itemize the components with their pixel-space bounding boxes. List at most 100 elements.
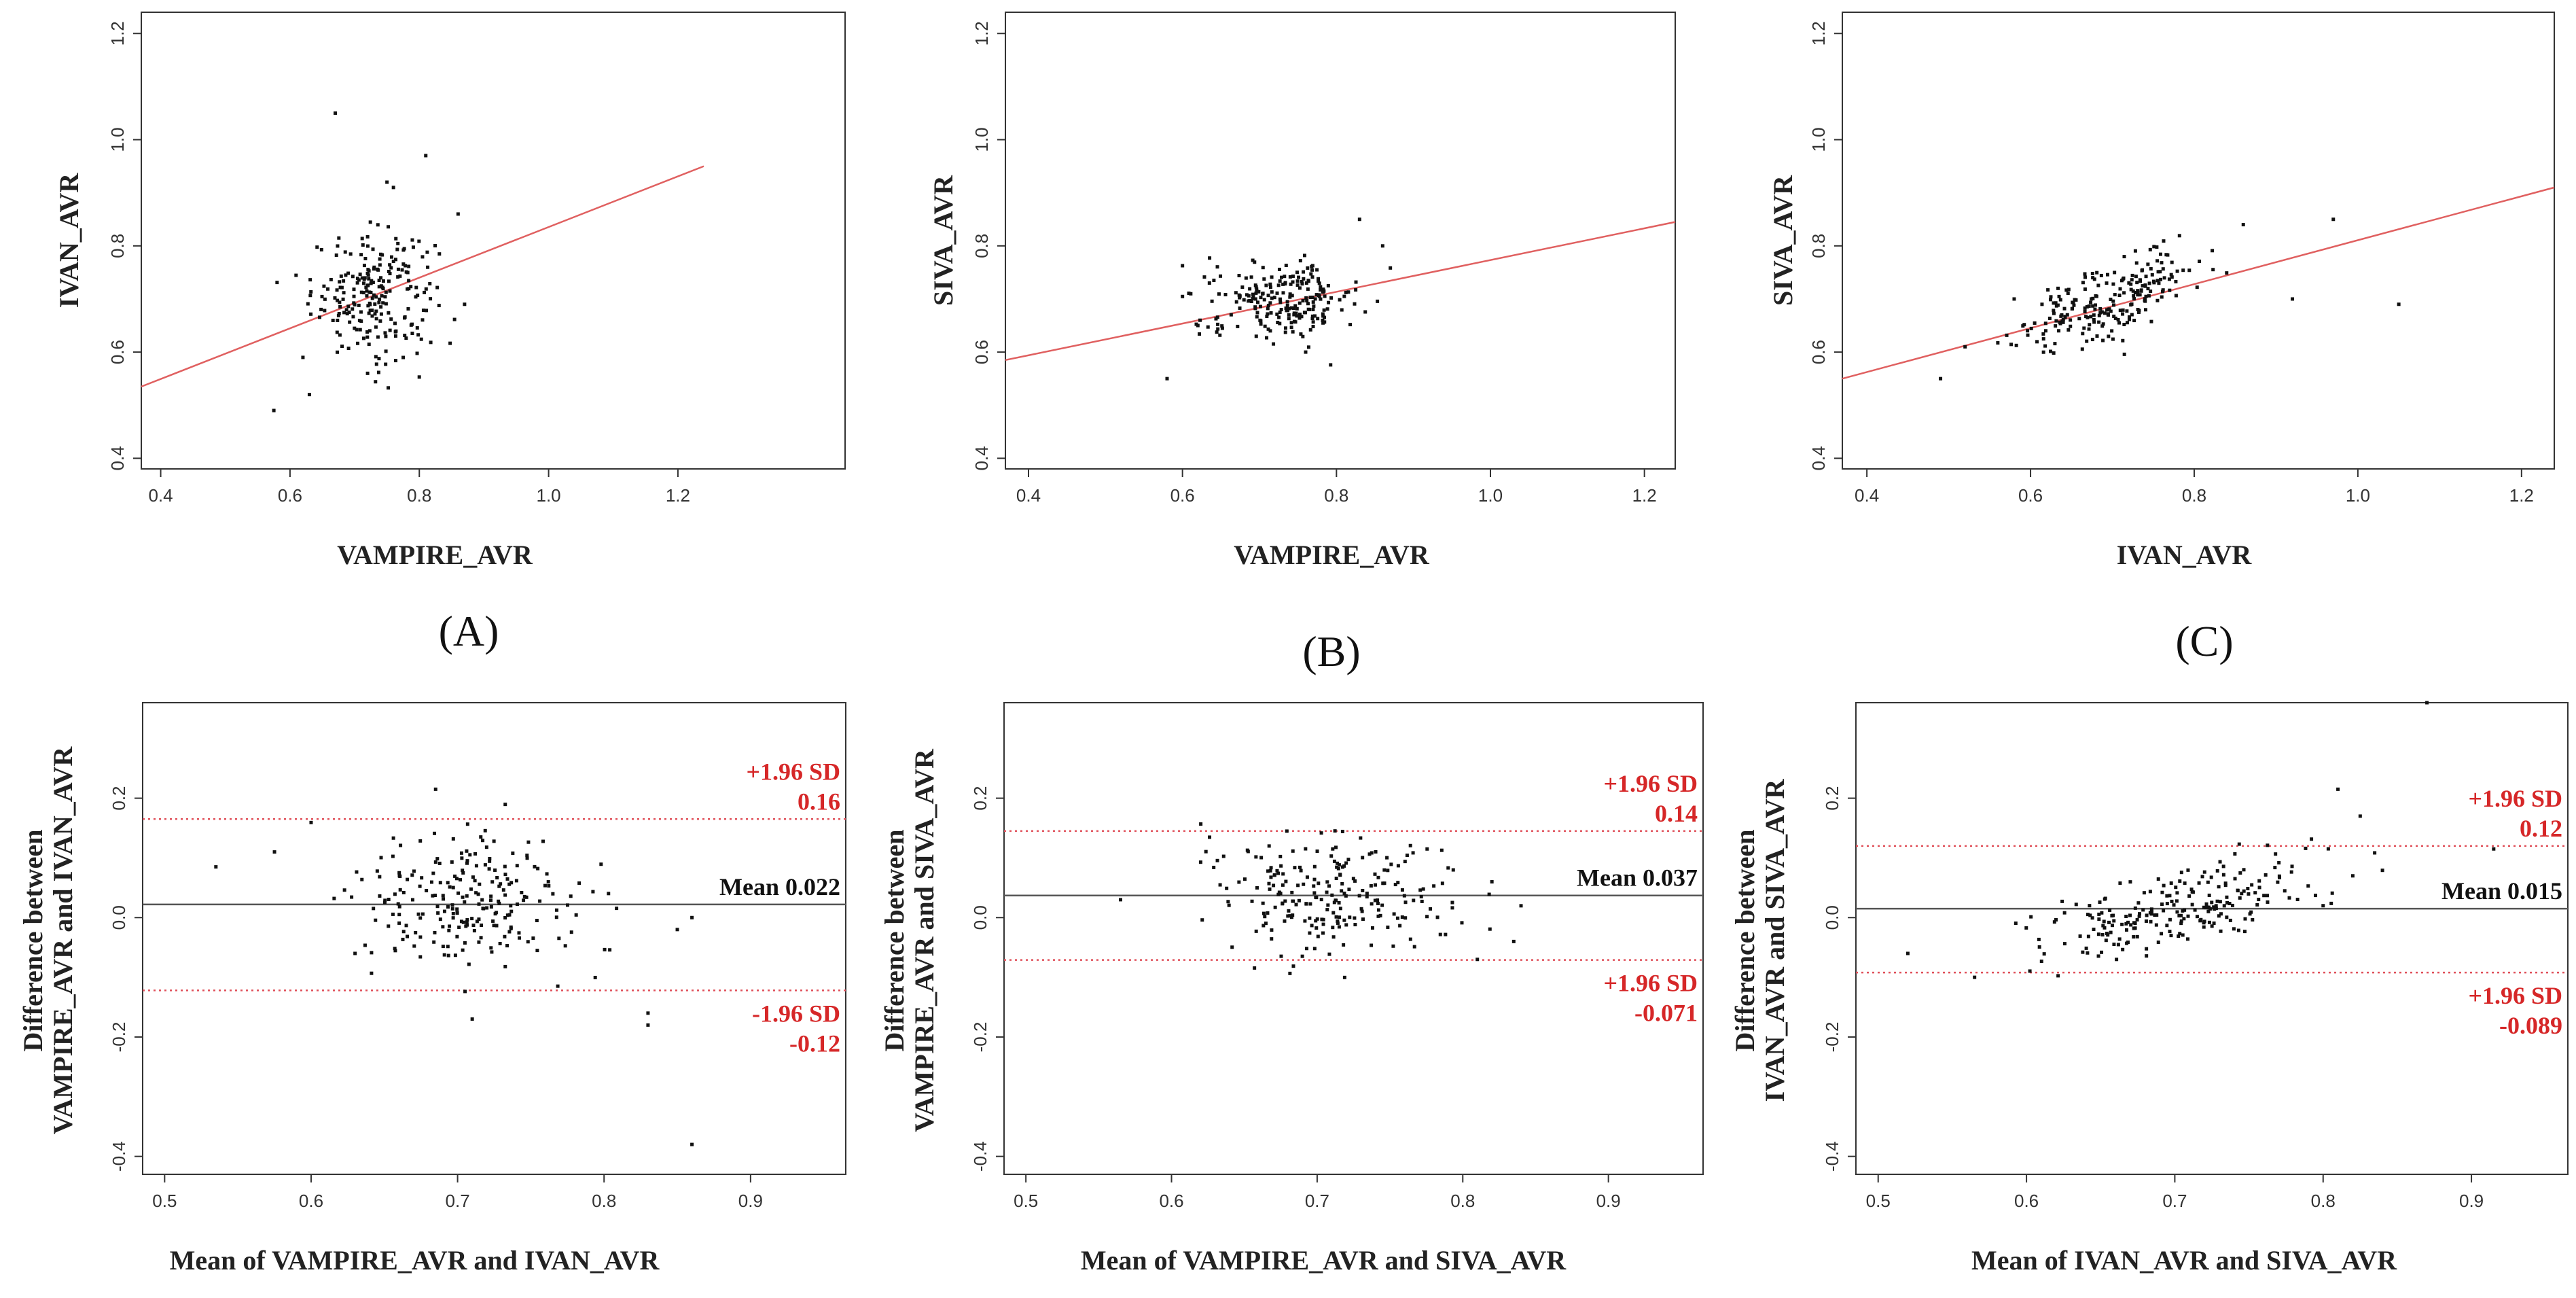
data-point xyxy=(353,326,357,330)
data-point xyxy=(441,945,445,949)
data-point xyxy=(497,899,501,903)
data-point xyxy=(365,271,370,275)
data-point xyxy=(2033,321,2037,325)
data-point xyxy=(477,902,481,906)
data-point xyxy=(520,890,524,894)
data-point xyxy=(447,928,451,932)
data-point xyxy=(380,253,384,257)
data-point xyxy=(370,296,374,300)
data-point xyxy=(384,362,388,366)
data-point xyxy=(2212,921,2216,925)
data-point xyxy=(2257,898,2261,902)
data-point xyxy=(1304,296,1308,300)
data-point xyxy=(352,287,356,292)
data-point xyxy=(2067,287,2071,292)
data-point xyxy=(375,869,379,873)
data-point xyxy=(1283,330,1287,334)
data-point xyxy=(2132,294,2136,298)
data-point xyxy=(1119,898,1122,902)
data-point xyxy=(1380,244,1384,248)
data-point xyxy=(2129,303,2133,307)
y-axis: 0.4 0.6 0.8 1.0 1.2 xyxy=(1808,21,1842,470)
data-point xyxy=(2092,277,2096,281)
data-point xyxy=(1266,312,1270,316)
data-point xyxy=(2092,320,2096,324)
data-point xyxy=(406,934,410,939)
data-point xyxy=(1316,317,1320,321)
data-point xyxy=(477,917,481,922)
data-point xyxy=(2037,937,2041,941)
data-point xyxy=(1277,315,1281,319)
y-axis-label: Difference between VAMPIRE_AVR and SIVA_… xyxy=(879,748,940,1132)
x-tick-label: 0.8 xyxy=(2182,485,2206,506)
data-point xyxy=(2041,350,2045,354)
data-point xyxy=(418,884,422,888)
data-point xyxy=(2089,300,2093,304)
data-point xyxy=(1373,872,1377,876)
data-point xyxy=(1344,290,1348,294)
data-point xyxy=(374,918,378,922)
data-point xyxy=(441,894,445,898)
data-point xyxy=(465,920,469,924)
data-point xyxy=(2238,871,2242,875)
data-point xyxy=(396,267,400,271)
data-point xyxy=(380,294,384,298)
data-point xyxy=(363,257,368,261)
data-point xyxy=(1327,952,1331,956)
data-point xyxy=(1294,311,1298,315)
data-point xyxy=(387,386,391,390)
data-point xyxy=(1325,908,1329,912)
data-point xyxy=(2148,247,2152,251)
data-point xyxy=(1392,912,1396,916)
data-point xyxy=(1344,894,1348,898)
data-point xyxy=(1403,916,1408,920)
data-point xyxy=(1215,265,1219,269)
data-point xyxy=(1237,880,1241,884)
bland-altman-panel-b: 0.5 0.6 0.7 0.8 0.9 -0.4 -0.2 0.0 0.2 +1.96 SD 0… xyxy=(879,702,1704,1276)
data-point xyxy=(2138,278,2142,282)
data-point xyxy=(420,876,424,880)
data-point xyxy=(2147,281,2151,285)
data-point xyxy=(446,905,450,909)
data-point xyxy=(309,820,313,824)
data-point xyxy=(1262,924,1266,928)
data-point xyxy=(2084,946,2088,950)
data-point xyxy=(2143,308,2147,312)
data-point xyxy=(346,347,351,351)
data-point xyxy=(355,870,359,874)
data-point xyxy=(2197,881,2201,885)
data-point xyxy=(2175,891,2179,895)
bland-altman-panel-a: 0.5 0.6 0.7 0.8 0.9 -0.4 -0.2 0.0 0.2 +1.96 SD 0… xyxy=(18,702,846,1276)
regression-line-path xyxy=(141,165,704,388)
data-point xyxy=(2174,885,2178,890)
data-point xyxy=(1312,884,1316,888)
regression-line xyxy=(1005,221,1676,362)
data-point xyxy=(599,862,603,866)
data-point xyxy=(435,285,440,290)
data-point xyxy=(615,907,619,911)
data-point xyxy=(533,864,537,869)
data-point xyxy=(2207,893,2211,897)
data-point xyxy=(2141,268,2145,272)
data-point xyxy=(379,276,383,280)
data-point xyxy=(2133,922,2137,926)
data-point xyxy=(2204,902,2208,906)
data-point xyxy=(419,337,423,341)
data-point xyxy=(407,279,411,283)
data-point xyxy=(371,247,375,251)
data-point xyxy=(1301,334,1305,338)
data-point xyxy=(497,884,501,888)
data-point xyxy=(1939,376,1943,381)
data-point xyxy=(1382,881,1387,885)
data-point xyxy=(383,295,387,299)
data-point xyxy=(458,878,462,882)
data-point xyxy=(396,241,400,245)
data-point xyxy=(2204,906,2208,910)
data-point xyxy=(2147,294,2151,298)
data-point xyxy=(1295,279,1300,283)
data-point xyxy=(418,955,423,959)
data-point xyxy=(410,238,414,242)
x-tick-label: 0.8 xyxy=(1450,1191,1475,1211)
data-point xyxy=(1312,947,1317,951)
data-point xyxy=(2052,351,2056,355)
